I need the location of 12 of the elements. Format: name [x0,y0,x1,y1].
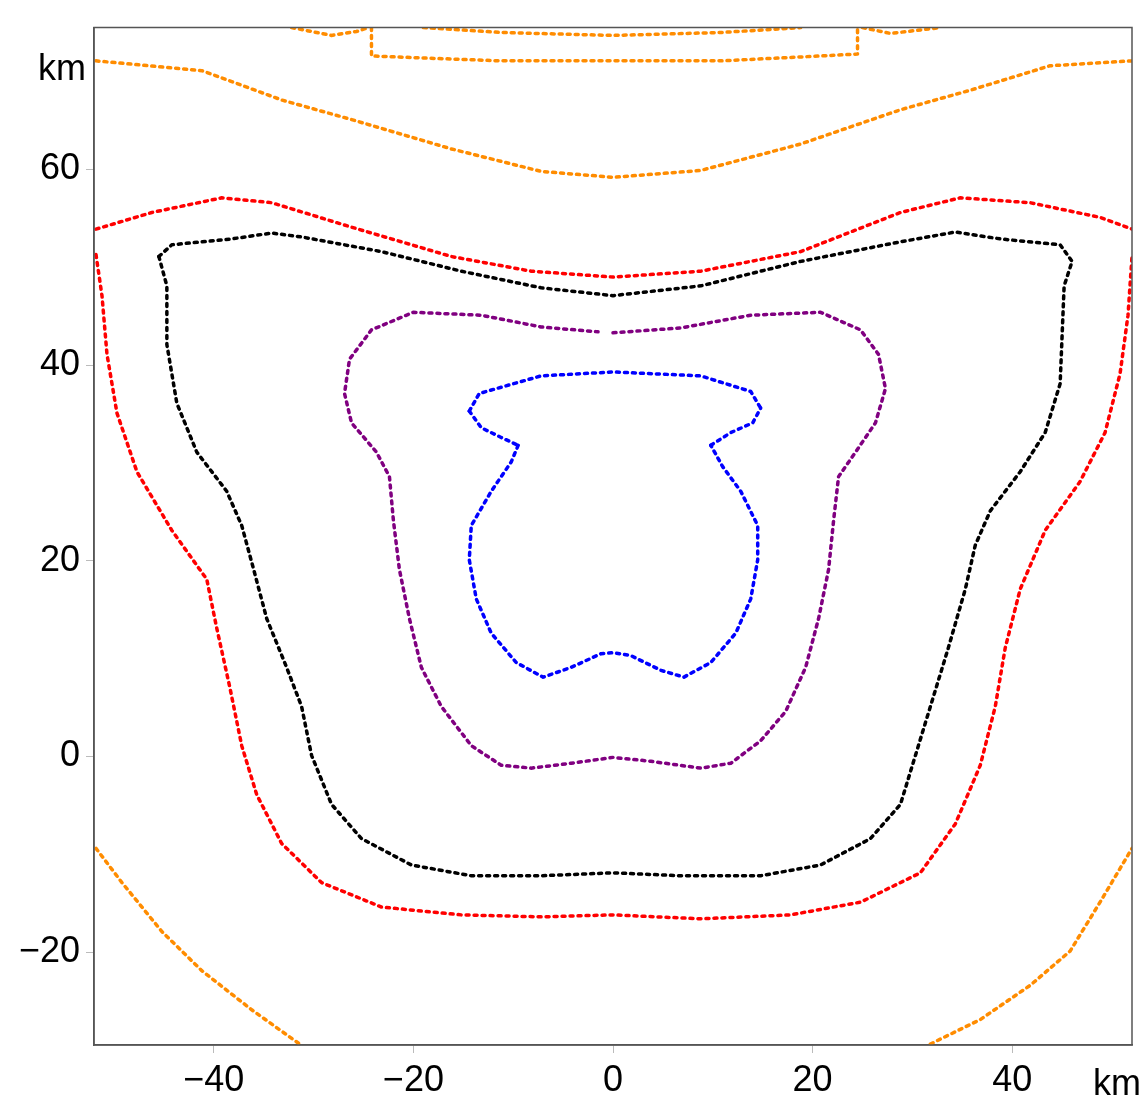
x-tick-label: 0 [602,1057,624,1099]
y-tick-label: 20 [39,537,80,579]
y-tick-label: 60 [39,146,80,188]
y-axis-title: km [38,46,86,88]
y-tick-label: 0 [59,733,80,775]
x-tick-label: 20 [792,1057,833,1099]
x-tick-label: −20 [382,1057,444,1099]
x-axis-title: km [1093,1062,1141,1101]
x-tick-label: −40 [183,1057,245,1099]
y-tick-label: 40 [39,342,80,384]
y-tick-label: −20 [18,928,80,970]
x-tick-label: 40 [992,1057,1033,1099]
